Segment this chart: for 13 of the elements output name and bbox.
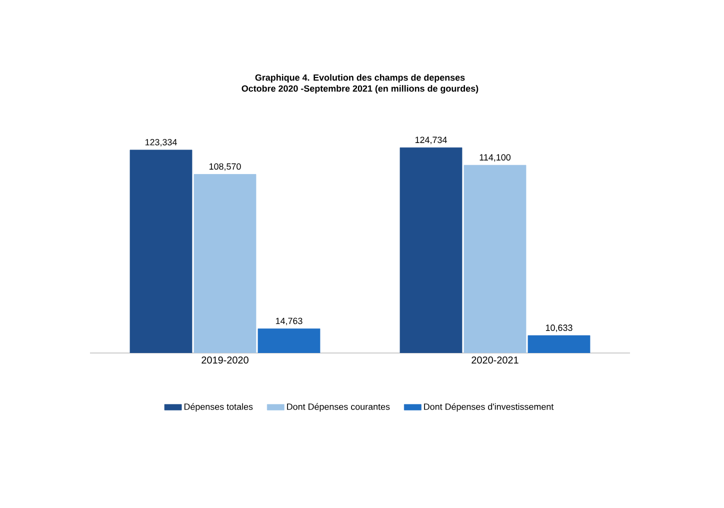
- legend-label: Dont Dépenses courantes: [287, 403, 390, 412]
- data-label: 124,734: [415, 136, 447, 144]
- legend-label: Dont Dépenses d'investissement: [424, 403, 554, 412]
- legend-label: Dépenses totales: [184, 403, 253, 412]
- data-label: 123,334: [145, 139, 177, 146]
- data-label: 10,633: [546, 324, 572, 332]
- chart-subtitle: Octobre 2020 -Septembre 2021 (en millions de gourdes): [242, 85, 478, 94]
- data-label: 114,100: [480, 154, 511, 162]
- data-label: 108,570: [209, 163, 241, 171]
- x-tick-label: 2019-2020: [202, 356, 248, 364]
- data-label: 14,763: [276, 318, 302, 326]
- chart-title: Graphique 4. Evolution des champs de depenses: [255, 74, 465, 82]
- x-tick-label: 2020-2021: [472, 356, 518, 364]
